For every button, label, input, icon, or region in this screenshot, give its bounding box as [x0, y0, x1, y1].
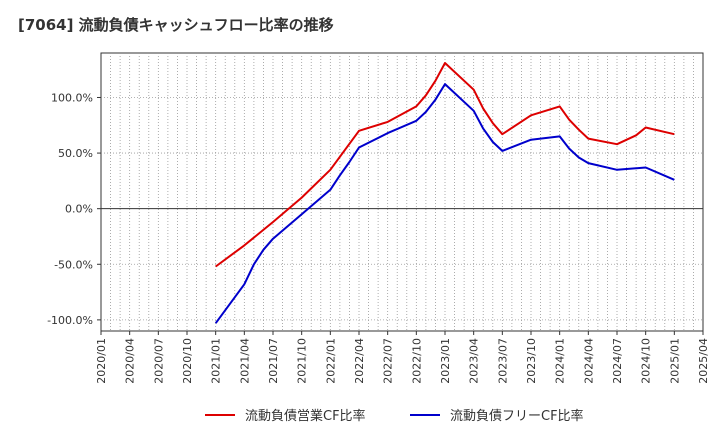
x-tick-label: 2023/01 — [439, 338, 452, 384]
x-tick-label: 2020/07 — [152, 338, 165, 384]
x-tick-label: 2022/10 — [410, 338, 423, 384]
x-tick-label: 2020/01 — [95, 338, 108, 384]
series-line-2 — [214, 83, 675, 324]
x-tick-label: 2022/04 — [353, 338, 366, 384]
x-tick-label: 2020/10 — [181, 338, 194, 384]
plot-frame — [100, 52, 704, 332]
y-tick-label: 0.0% — [65, 203, 93, 216]
x-tick-label: 2025/01 — [668, 338, 681, 384]
y-tick-label: 100.0% — [51, 91, 93, 104]
x-tick-label: 2024/10 — [640, 338, 653, 384]
x-tick-label: 2021/10 — [296, 338, 309, 384]
y-tick-label: -100.0% — [47, 314, 93, 327]
chart-title: [7064] 流動負債キャッシュフロー比率の推移 — [18, 16, 334, 34]
x-tick-label: 2021/04 — [238, 338, 251, 384]
axis-layer: 100.0% 50.0% 0.0% -50.0% -100.0%2020/01 2020/… — [47, 91, 710, 383]
x-tick-label: 2023/07 — [496, 338, 509, 384]
legend: 流動負債営業CF比率 流動負債フリーCF比率 — [205, 408, 584, 424]
grid-layer — [100, 52, 704, 332]
x-tick-label: 2022/01 — [324, 338, 337, 384]
series-layer — [214, 62, 675, 324]
x-tick-label: 2021/07 — [267, 338, 280, 384]
legend-label-2: 流動負債フリーCF比率 — [450, 408, 584, 424]
x-tick-label: 2023/10 — [525, 338, 538, 384]
x-tick-label: 2025/04 — [697, 338, 710, 384]
x-tick-label: 2024/01 — [554, 338, 567, 384]
x-tick-label: 2023/04 — [468, 338, 481, 384]
x-tick-label: 2024/04 — [582, 338, 595, 384]
legend-label-1: 流動負債営業CF比率 — [245, 408, 366, 424]
x-tick-label: 2021/01 — [210, 338, 223, 384]
y-tick-label: -50.0% — [54, 258, 93, 271]
series-line-1 — [215, 62, 675, 268]
x-tick-label: 2024/07 — [611, 338, 624, 384]
y-tick-label: 50.0% — [58, 147, 93, 160]
x-tick-label: 2020/04 — [124, 338, 137, 384]
x-tick-label: 2022/07 — [382, 338, 395, 384]
